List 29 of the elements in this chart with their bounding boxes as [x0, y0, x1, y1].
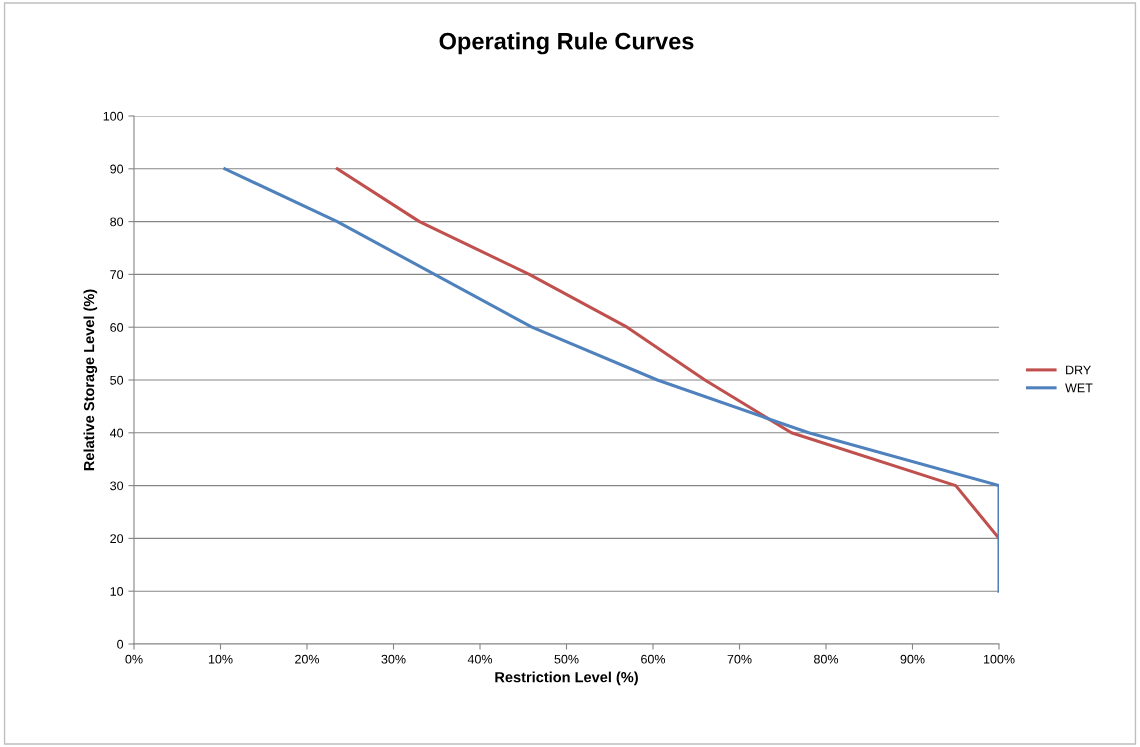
y-tick-label: 60: [110, 323, 124, 332]
x-tick-label: 80%: [814, 654, 839, 664]
legend-label: DRY: [1066, 365, 1091, 375]
chart-title: Operating Rule Curves: [439, 32, 694, 55]
legend-label: WET: [1065, 383, 1093, 393]
x-tick-label: 20%: [295, 654, 320, 664]
x-tick-label: 0%: [125, 654, 143, 664]
x-tick-label: 90%: [900, 654, 925, 664]
x-tick-label: 40%: [467, 654, 493, 664]
y-tick-label: 80: [110, 217, 124, 227]
x-axis-title: Restriction Level (%): [495, 671, 638, 686]
y-tick-label: 20: [110, 534, 124, 544]
y-tick-label: 0: [117, 639, 124, 649]
y-tick-label: 30: [110, 481, 124, 491]
x-tick-label: 30%: [381, 654, 406, 664]
x-tick-label: 60%: [641, 654, 666, 664]
line-series: [335, 167, 999, 540]
y-tick-label: 70: [110, 270, 124, 280]
y-tick-label: 50: [110, 375, 124, 385]
y-tick-label: 10: [110, 587, 124, 596]
y-tick-label: 100: [103, 111, 124, 121]
y-tick-label: 90: [110, 164, 124, 174]
line-series: [223, 167, 999, 593]
x-tick-label: 100%: [983, 654, 1015, 664]
y-tick-label: 40: [109, 428, 124, 438]
y-axis-title: Relative Storage Level (%): [83, 289, 98, 471]
x-tick-label: 10%: [208, 654, 233, 664]
x-tick-label: 70%: [727, 654, 752, 664]
x-tick-label: 50%: [554, 654, 579, 664]
